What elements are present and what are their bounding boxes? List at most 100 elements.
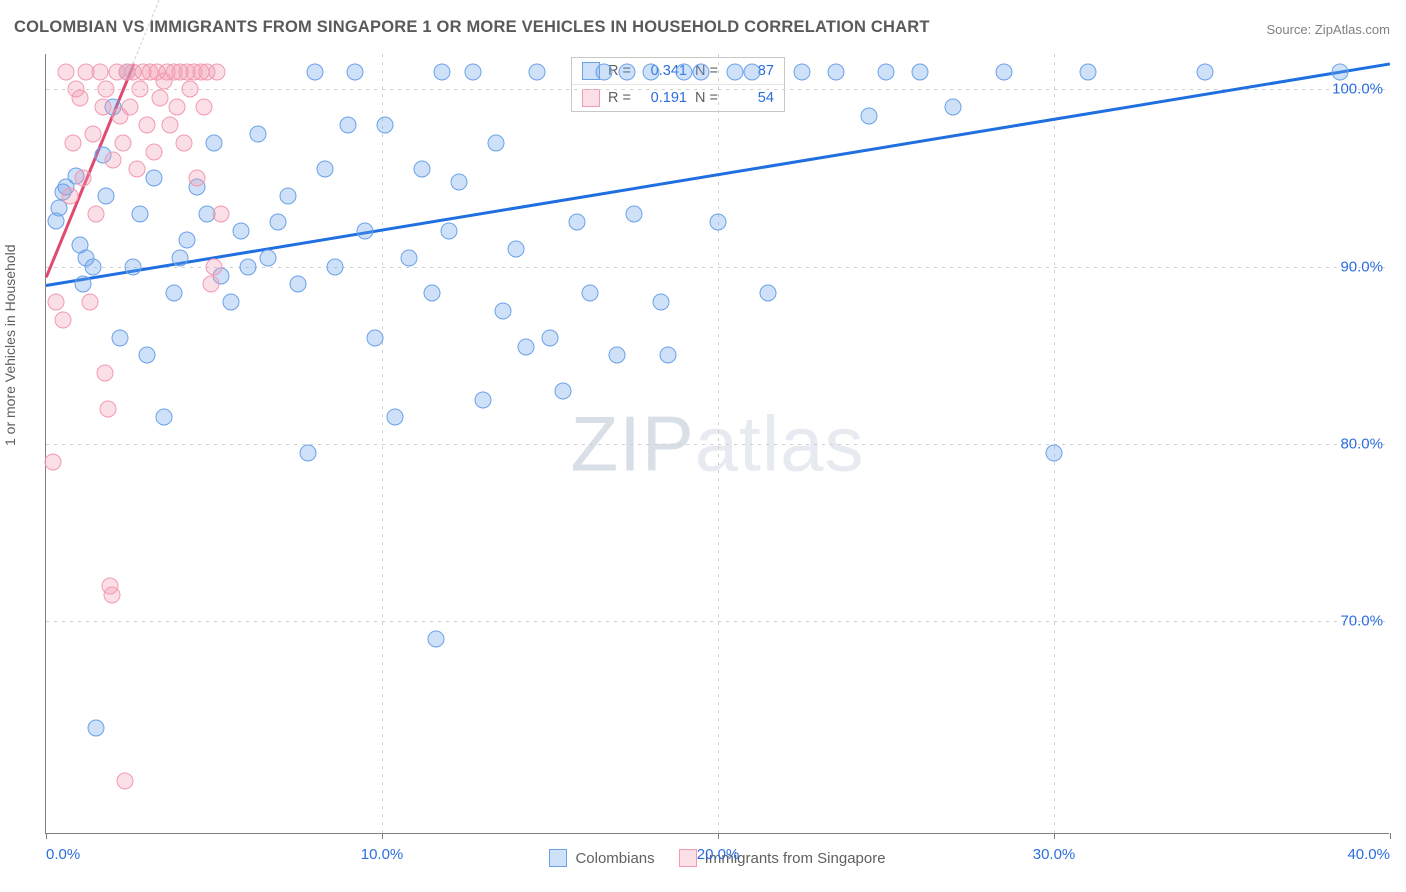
data-point [209, 63, 226, 80]
data-point [269, 214, 286, 231]
watermark-part1: ZIP [570, 399, 694, 487]
data-point [693, 63, 710, 80]
data-point [518, 338, 535, 355]
data-point [424, 285, 441, 302]
data-point [115, 134, 132, 151]
data-point [582, 285, 599, 302]
data-point [555, 382, 572, 399]
x-tick-label: 40.0% [1347, 846, 1390, 863]
data-point [414, 161, 431, 178]
data-point [794, 63, 811, 80]
data-point [54, 311, 71, 328]
data-point [169, 99, 186, 116]
data-point [88, 719, 105, 736]
data-point [760, 285, 777, 302]
data-point [81, 294, 98, 311]
data-point [222, 294, 239, 311]
data-point [111, 329, 128, 346]
data-point [609, 347, 626, 364]
data-point [659, 347, 676, 364]
source-prefix: Source: [1266, 22, 1314, 37]
data-point [542, 329, 559, 346]
x-tick-label: 20.0% [697, 846, 740, 863]
data-point [387, 409, 404, 426]
data-point [206, 134, 223, 151]
y-tick-label: 70.0% [1340, 613, 1383, 630]
data-point [474, 391, 491, 408]
data-point [568, 214, 585, 231]
data-point [145, 143, 162, 160]
data-point [878, 63, 895, 80]
legend-item-colombians: Colombians [549, 849, 654, 867]
data-point [464, 63, 481, 80]
data-point [125, 258, 142, 275]
data-point [306, 63, 323, 80]
data-point [91, 63, 108, 80]
watermark-part2: atlas [695, 399, 865, 487]
data-point [48, 294, 65, 311]
data-point [105, 152, 122, 169]
data-point [1079, 63, 1096, 80]
x-tick-label: 30.0% [1033, 846, 1076, 863]
grid-line-vertical [718, 54, 719, 833]
data-point [451, 173, 468, 190]
data-point [202, 276, 219, 293]
x-tick-mark [1390, 833, 1391, 839]
data-point [61, 187, 78, 204]
data-point [427, 631, 444, 648]
source-link[interactable]: ZipAtlas.com [1315, 22, 1390, 37]
data-point [189, 170, 206, 187]
data-point [619, 63, 636, 80]
data-point [138, 116, 155, 133]
data-point [861, 108, 878, 125]
data-point [116, 772, 133, 789]
x-tick-mark [718, 833, 719, 839]
data-point [122, 99, 139, 116]
data-point [1197, 63, 1214, 80]
data-point [58, 63, 75, 80]
n-value-singapore: 54 [726, 90, 774, 106]
data-point [377, 116, 394, 133]
legend-swatch-icon [679, 849, 697, 867]
x-tick-mark [1054, 833, 1055, 839]
data-point [595, 63, 612, 80]
data-point [98, 81, 115, 98]
data-point [132, 205, 149, 222]
data-point [172, 249, 189, 266]
data-point [138, 347, 155, 364]
source-attribution: Source: ZipAtlas.com [1266, 22, 1390, 37]
data-point [726, 63, 743, 80]
data-point [145, 170, 162, 187]
data-point [357, 223, 374, 240]
data-point [945, 99, 962, 116]
data-point [347, 63, 364, 80]
data-point [827, 63, 844, 80]
data-point [626, 205, 643, 222]
data-point [132, 81, 149, 98]
data-point [911, 63, 928, 80]
y-tick-label: 90.0% [1340, 258, 1383, 275]
data-point [128, 161, 145, 178]
scatter-plot-area: ZIPatlas R = 0.341 N = 87 R = 0.191 N = … [45, 54, 1389, 834]
data-point [175, 134, 192, 151]
x-tick-mark [46, 833, 47, 839]
data-point [434, 63, 451, 80]
data-point [508, 241, 525, 258]
data-point [326, 258, 343, 275]
legend-row-singapore: R = 0.191 N = 54 [572, 84, 784, 111]
data-point [290, 276, 307, 293]
data-point [367, 329, 384, 346]
data-point [642, 63, 659, 80]
data-point [152, 90, 169, 107]
data-point [239, 258, 256, 275]
data-point [441, 223, 458, 240]
data-point [652, 294, 669, 311]
data-point [212, 205, 229, 222]
y-axis-label: 1 or more Vehicles in Household [2, 244, 18, 446]
chart-title: COLOMBIAN VS IMMIGRANTS FROM SINGAPORE 1… [14, 18, 930, 37]
data-point [488, 134, 505, 151]
data-point [995, 63, 1012, 80]
grid-line-vertical [382, 54, 383, 833]
data-point [85, 125, 102, 142]
data-point [103, 586, 120, 603]
